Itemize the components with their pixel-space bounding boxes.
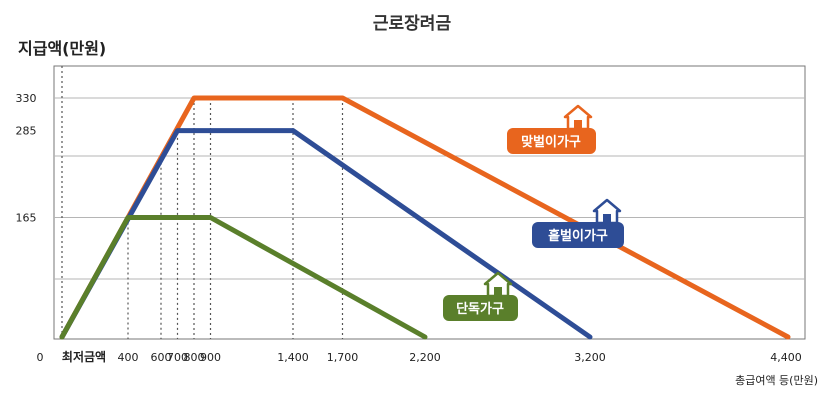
x-tick-label: 600	[151, 351, 172, 364]
badge-dual-income-label: 맞벌이가구	[521, 134, 581, 150]
house-icon	[483, 271, 513, 298]
x-tick-label: 3,200	[574, 351, 606, 364]
series-line-3	[59, 215, 428, 340]
badge-single-earner: 홑벌이가구	[532, 198, 624, 248]
x-tick-label: 800	[184, 351, 205, 364]
badge-single-person: 단독가구	[443, 271, 518, 321]
x-axis-title: 총급여액 등(만원)	[735, 374, 818, 387]
origin-label: 0	[37, 351, 44, 364]
x-tick-label: 1,400	[277, 351, 309, 364]
house-icon	[563, 104, 593, 131]
plot-area	[53, 65, 806, 340]
x-tick-label: 1,700	[327, 351, 359, 364]
chart-title: 근로장려금	[373, 14, 452, 34]
min-wage-label: 최저금액	[62, 349, 106, 364]
x-tick-label: 900	[200, 351, 221, 364]
y-axis-title: 지급액(만원)	[18, 39, 106, 58]
x-tick-label: 4,400	[770, 351, 802, 364]
house-icon	[592, 198, 622, 225]
x-tick-label: 400	[118, 351, 139, 364]
badge-single-person-label: 단독가구	[456, 301, 504, 317]
badge-single-earner-bg	[532, 222, 624, 248]
y-tick-label: 165	[16, 212, 37, 225]
badge-single-earner-label: 홑벌이가구	[548, 228, 608, 244]
y-tick-label: 330	[16, 92, 37, 105]
x-tick-label: 2,200	[409, 351, 441, 364]
badge-dual-income: 맞벌이가구	[507, 104, 596, 154]
badge-single-person-bg	[443, 295, 518, 321]
y-tick-label: 285	[16, 125, 37, 138]
x-tick-label: 700	[167, 351, 188, 364]
reference-lines	[61, 66, 344, 339]
badge-dual-income-bg	[507, 128, 596, 154]
series-lines	[59, 95, 791, 340]
y-tick-labels: 165 285 330	[16, 92, 37, 225]
